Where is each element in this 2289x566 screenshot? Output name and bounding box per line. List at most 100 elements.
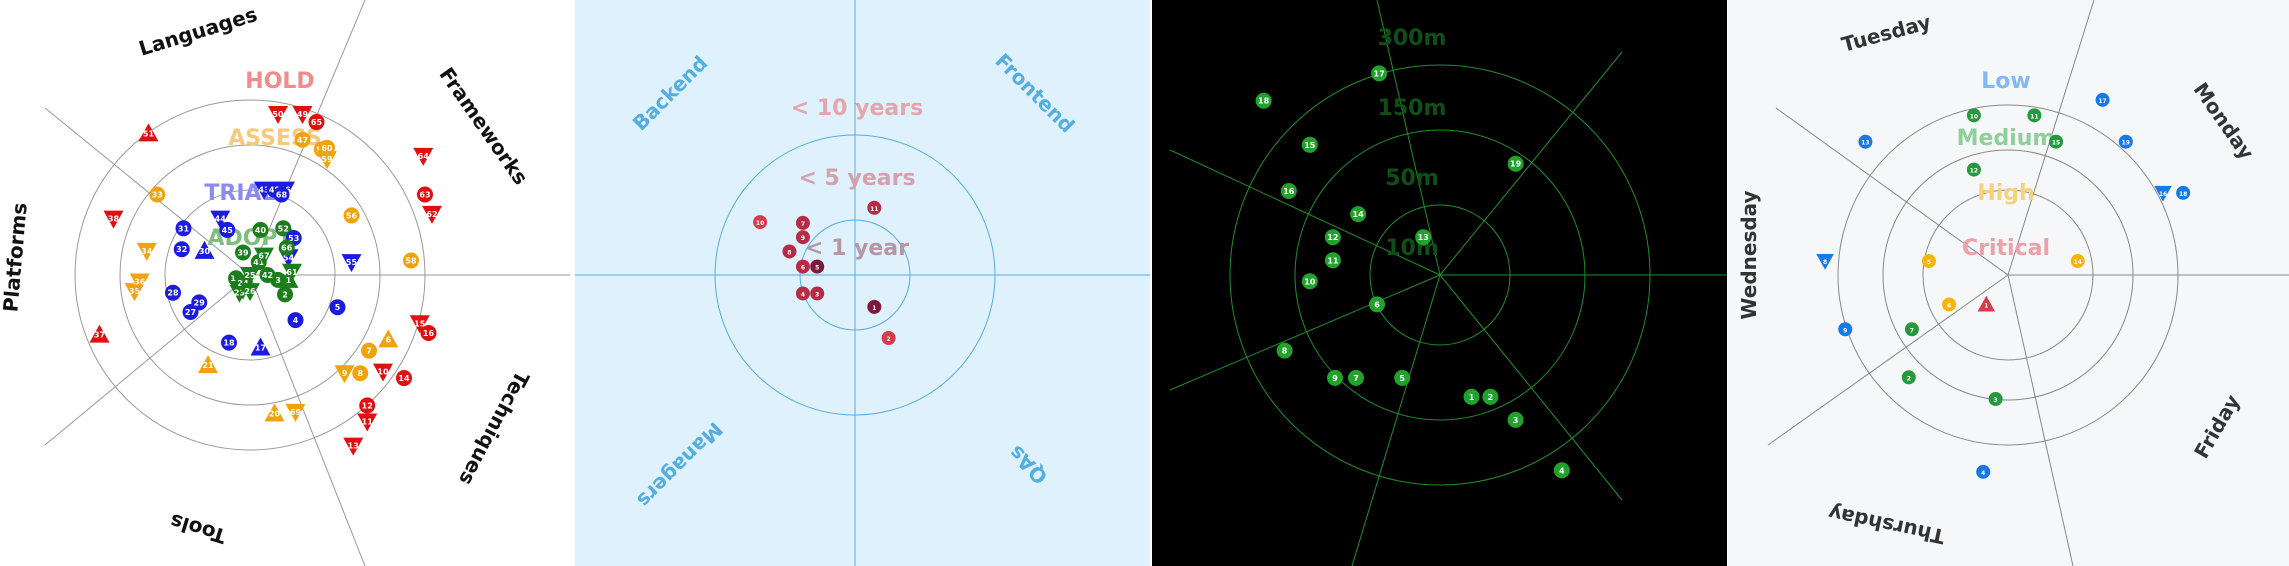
blip-triangle-down-marker: [282, 263, 302, 282]
ring-label: < 1 year: [805, 236, 909, 261]
blip-circle-marker: [795, 286, 810, 301]
blip-label: 2: [1488, 393, 1494, 402]
blip-label: 58: [405, 257, 417, 266]
blip-label: 40: [255, 226, 267, 235]
blip-circle-marker: [2176, 185, 2191, 200]
blip-67: 67: [254, 247, 274, 266]
axis-line: [44, 274, 251, 446]
blip-12: 12: [1324, 229, 1341, 246]
blip-5: 5: [810, 259, 825, 274]
blip-circle-marker: [149, 186, 166, 203]
blip-51: 51: [138, 123, 159, 142]
blip-59: 59: [317, 151, 337, 170]
blip-9: 9: [1838, 322, 1853, 337]
blip-label: 12: [1327, 233, 1338, 242]
blip-3: 3: [1988, 392, 2003, 406]
blip-circle-marker: [420, 324, 437, 341]
blip-circle-marker: [294, 131, 311, 148]
ring-label: < 5 years: [798, 166, 915, 191]
blip-6: 6: [378, 329, 399, 348]
blip-label: 8: [787, 249, 791, 256]
blip-circle-marker: [352, 365, 369, 382]
blip-label: 30: [199, 247, 211, 256]
blip-circle-marker: [1350, 206, 1367, 223]
blip-label: 67: [258, 252, 269, 261]
quadrant-label-friday: Friday: [2189, 390, 2244, 462]
blip-circle-marker: [308, 114, 325, 131]
blip-label: 11: [870, 206, 878, 213]
axis-line: [249, 274, 366, 566]
tech-radar-chart: HOLDASSESSTRIALADOPTLanguagesFrameworksT…: [0, 0, 570, 566]
blip-triangle-down-marker: [285, 403, 306, 422]
blip-circle-marker: [1301, 273, 1318, 290]
blip-triangle-up-marker: [250, 337, 271, 356]
blip-circle-marker: [259, 267, 276, 283]
axis-line: [1439, 51, 1623, 276]
blip-label: 2: [1907, 375, 1911, 382]
blip-2: 2: [881, 331, 896, 345]
blip-label: 44: [215, 215, 227, 224]
blip-label: 3: [1513, 416, 1519, 425]
blip-circle-marker: [165, 284, 181, 301]
blip-label: 13: [1861, 140, 1869, 147]
blip-triangle-down-marker: [2154, 185, 2172, 202]
blip-circle-marker: [273, 186, 290, 203]
blip-circle-marker: [191, 294, 208, 311]
blip-triangle-up-marker: [1977, 295, 1996, 312]
ring-label: 300m: [1378, 26, 1447, 51]
blip-circle-marker: [1348, 369, 1364, 386]
blip-circle-marker: [2095, 92, 2110, 107]
blip-10: 10: [1301, 273, 1318, 290]
blip-label: 49: [297, 110, 309, 119]
radar-grid: Low Medium High Critical Tuesday Monday Friday…: [1737, 0, 2289, 566]
blip-65: 65: [308, 114, 325, 131]
blip-label: 33: [152, 191, 163, 200]
blip-label: 68: [276, 191, 288, 200]
blip-11: 11: [357, 413, 378, 432]
blip-15: 15: [409, 315, 430, 334]
blip-circle-marker: [1507, 155, 1524, 172]
blip-16: 16: [2154, 185, 2172, 202]
blip-circle-marker: [1976, 464, 1991, 479]
blip-16: 16: [1280, 183, 1297, 199]
blip-label: 50: [272, 110, 284, 119]
blip-label: 41: [253, 258, 265, 267]
blip-label: 66: [281, 244, 293, 253]
blip-label: 16: [1283, 187, 1295, 196]
blip-label: 4: [293, 316, 299, 325]
blip-label: 8: [357, 369, 363, 378]
ring-label: 150m: [1378, 96, 1447, 121]
blip-circle-marker: [417, 186, 433, 203]
blip-11: 11: [867, 200, 882, 215]
blip-9: 9: [1327, 369, 1343, 386]
blip-26: 26: [240, 283, 260, 302]
blip-triangle-down-marker: [409, 315, 430, 334]
blip-label: 3: [815, 291, 819, 298]
blip-triangle-down-marker: [292, 106, 313, 124]
blip-triangle-down-marker: [240, 267, 260, 285]
blip-50: 50: [268, 106, 288, 124]
blip-label: 1: [872, 305, 876, 312]
blip-31: 31: [175, 220, 192, 237]
ring-circle: [799, 219, 911, 331]
blip-circle-marker: [1553, 462, 1570, 479]
blip-5: 5: [1921, 254, 1936, 269]
blip-4: 4: [795, 286, 810, 301]
blip-7: 7: [1348, 369, 1364, 386]
blip-label: 61: [286, 268, 298, 277]
blip-circle-marker: [1507, 411, 1524, 428]
quadrant-label-frameworks: Frameworks: [434, 63, 532, 189]
blip-19: 19: [1507, 155, 1524, 172]
axis-line: [1169, 149, 1441, 276]
blip-25: 25: [240, 267, 260, 285]
blip-label: 43: [258, 186, 269, 195]
blip-circle-marker: [795, 230, 810, 245]
blip-66: 66: [278, 239, 295, 256]
blip-label: 5: [815, 265, 819, 272]
blip-circle-marker: [1942, 297, 1957, 312]
axis-line: [1767, 274, 2009, 446]
blip-2: 2: [277, 286, 293, 303]
blip-circle-marker: [795, 215, 810, 230]
